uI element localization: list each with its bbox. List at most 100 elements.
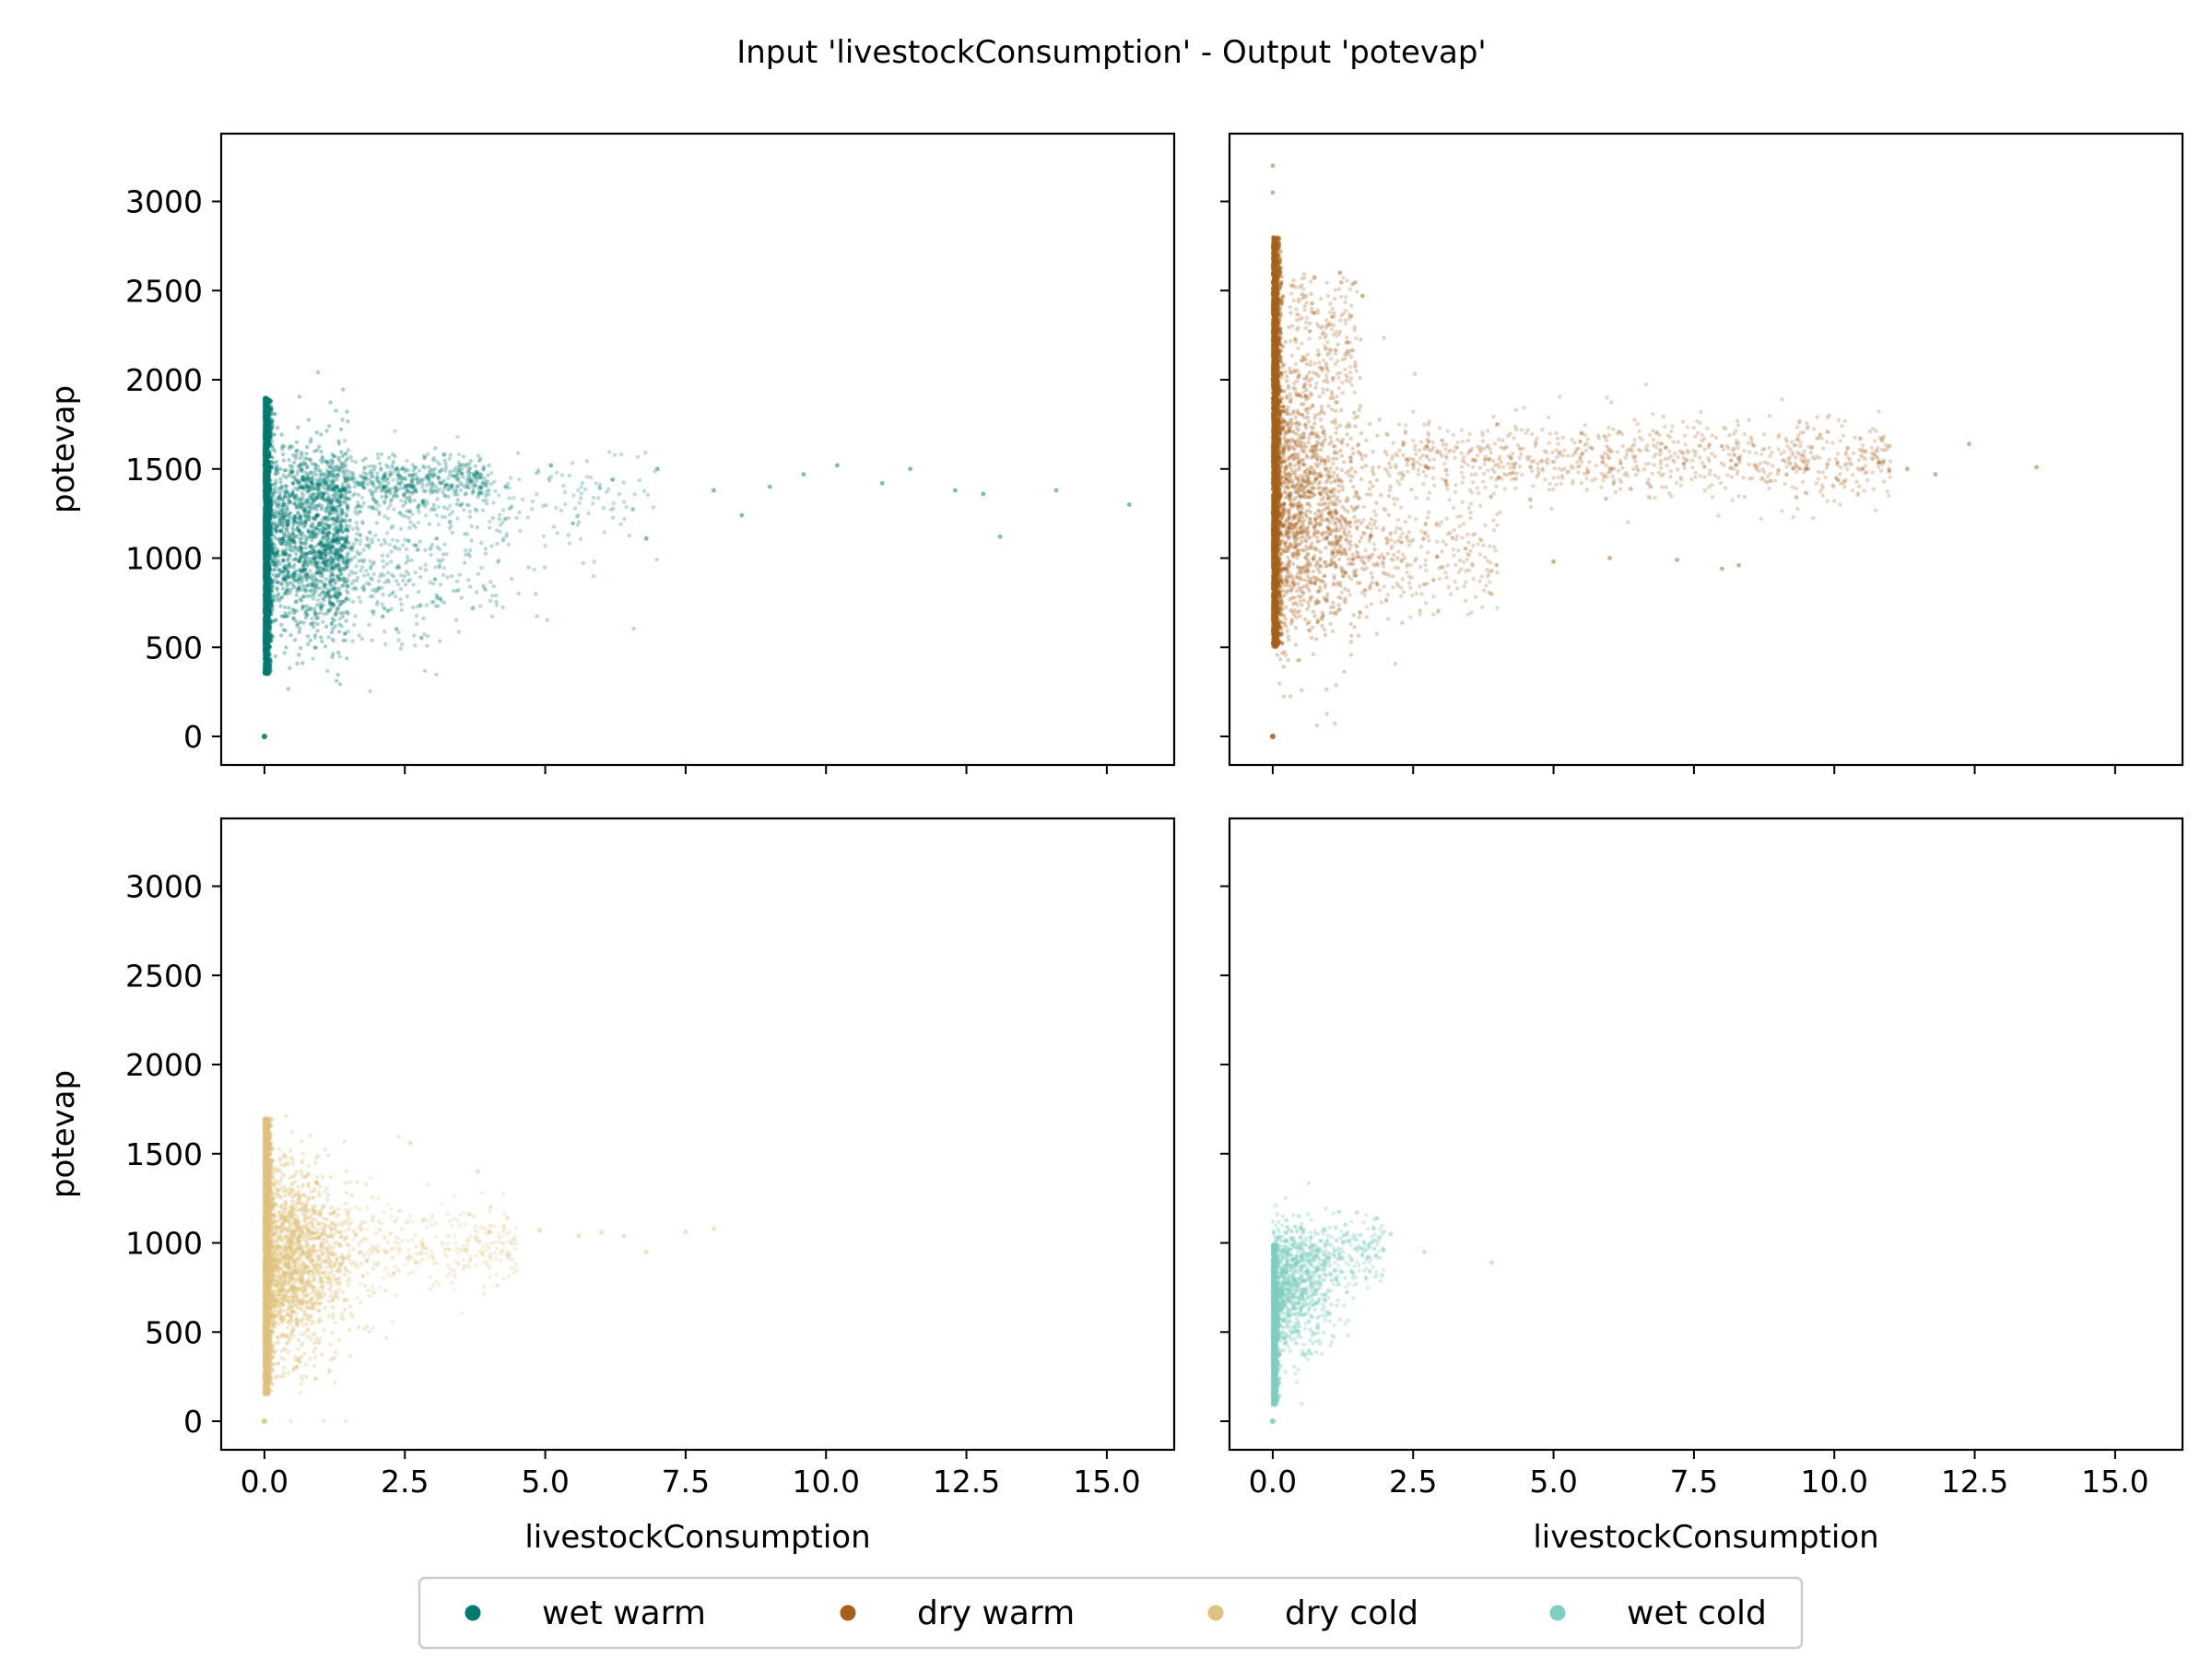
data-point [339, 462, 344, 466]
data-point [350, 639, 355, 643]
data-point [318, 469, 323, 474]
data-point [331, 559, 335, 563]
data-point [265, 632, 269, 638]
series-points-top-left [261, 370, 1132, 739]
data-point [265, 424, 269, 429]
data-point [338, 427, 344, 431]
data-point [337, 682, 343, 687]
data-point [292, 611, 297, 616]
data-point [310, 462, 314, 466]
data-point [263, 598, 267, 604]
data-point [265, 556, 269, 560]
data-point [265, 600, 271, 605]
data-point [264, 496, 269, 501]
data-point [382, 573, 386, 578]
data-point [358, 474, 363, 478]
data-point [485, 501, 489, 506]
data-point [266, 487, 271, 491]
data-point [383, 641, 388, 647]
data-point [265, 646, 269, 651]
data-point [264, 466, 269, 471]
data-point [380, 477, 385, 481]
data-point [266, 576, 271, 581]
data-point [312, 635, 317, 641]
data-point [295, 488, 300, 492]
data-point [264, 543, 268, 547]
data-point [265, 647, 270, 653]
data-point [263, 592, 268, 597]
data-point [382, 564, 386, 570]
data-point [263, 519, 267, 524]
data-point [468, 547, 473, 553]
data-point [417, 468, 422, 473]
data-point [314, 512, 320, 517]
data-point [335, 500, 339, 504]
data-point [347, 541, 352, 546]
data-point [274, 550, 278, 556]
data-point [297, 394, 302, 399]
data-point [271, 545, 276, 550]
data-point [263, 655, 268, 661]
data-point [347, 518, 352, 523]
data-point [357, 559, 361, 563]
data-point [391, 459, 396, 465]
data-point [399, 602, 404, 606]
data-point [265, 396, 270, 402]
data-point [329, 479, 334, 484]
data-point [312, 620, 316, 625]
data-point [262, 492, 267, 497]
data-point [265, 431, 271, 436]
data-point [265, 517, 270, 523]
data-point [404, 547, 409, 552]
data-point [264, 583, 268, 588]
data-point [264, 538, 269, 543]
data-point [346, 507, 350, 512]
data-point [405, 594, 409, 599]
data-point [280, 452, 286, 457]
data-point [265, 616, 269, 620]
data-point [346, 611, 350, 616]
data-point [281, 628, 286, 632]
data-point [264, 508, 268, 512]
data-point [385, 477, 391, 481]
data-point [526, 565, 531, 570]
data-point [265, 410, 269, 415]
data-point [446, 494, 451, 499]
data-point [264, 500, 268, 504]
data-point [311, 559, 315, 564]
data-point [273, 521, 277, 525]
data-point [293, 545, 298, 550]
data-point [264, 653, 269, 657]
data-point [288, 500, 292, 505]
data-point [379, 467, 383, 472]
data-point [542, 565, 547, 570]
data-point [265, 492, 271, 497]
data-point [263, 556, 267, 560]
data-point [321, 477, 325, 482]
data-point [411, 605, 416, 610]
data-point [373, 489, 378, 494]
data-point [495, 541, 500, 547]
data-point [265, 592, 269, 596]
data-point [330, 544, 335, 548]
data-point [367, 582, 371, 587]
data-point [417, 590, 421, 594]
data-point [263, 560, 267, 565]
data-point [266, 519, 271, 524]
data-point [379, 452, 384, 457]
data-point [264, 618, 268, 622]
data-point [459, 595, 464, 600]
data-point [497, 516, 501, 522]
data-point [280, 550, 285, 555]
data-point [288, 632, 293, 638]
data-point [265, 434, 269, 439]
data-point [266, 544, 271, 548]
data-point [328, 580, 333, 584]
data-point [382, 499, 387, 503]
data-point [371, 475, 375, 479]
data-point [344, 512, 349, 517]
data-point [264, 631, 269, 637]
data-point [454, 579, 460, 583]
data-point [341, 565, 346, 571]
data-point [320, 454, 324, 459]
